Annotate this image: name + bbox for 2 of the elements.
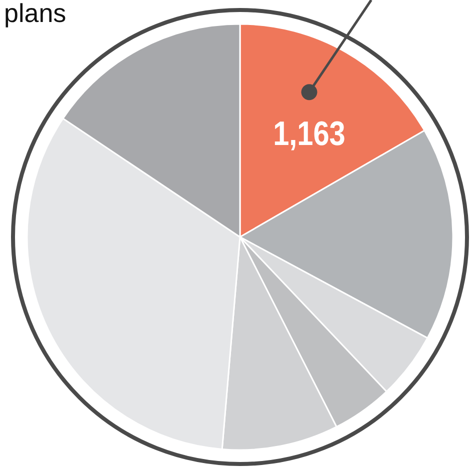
data-label: 1,163 [273,114,346,153]
text: plans [4,0,66,28]
